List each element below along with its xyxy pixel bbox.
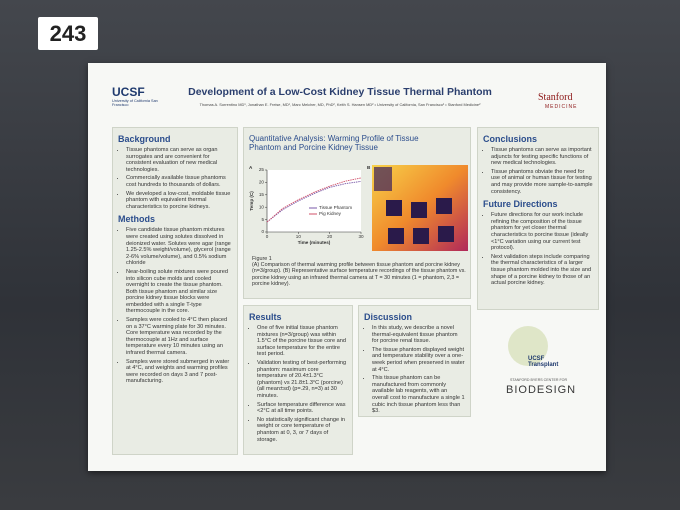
byers-label: STANFORD BYERS CENTER FOR — [510, 378, 568, 382]
bullet-list: One of five initial tissue phantom mixtu… — [249, 325, 347, 443]
section-heading: Methods — [118, 214, 155, 225]
bullet: Surface temperature difference was <2°C … — [257, 402, 347, 415]
legend-label: Tissue Phantom — [319, 205, 352, 210]
y-tick-label: 25 — [259, 167, 265, 172]
x-tick-label: 10 — [296, 234, 302, 239]
bullet: Commercially available tissue phantoms c… — [126, 175, 232, 188]
bullet: Samples were cooled to 4°C then placed o… — [126, 317, 232, 357]
bullet: We developed a low-cost, moldable tissue… — [126, 191, 232, 211]
bullet: The tissue phantom displayed weight and … — [372, 347, 465, 373]
panel-label: A — [249, 165, 253, 170]
bullet: Tissue phantoms can serve as important a… — [491, 147, 593, 167]
board-number: 243 — [38, 17, 98, 50]
bullet: Next validation steps include comparing … — [491, 254, 593, 287]
poster-title: Development of a Low-Cost Kidney Tissue … — [188, 86, 492, 98]
results-box: Results One of five initial tissue phant… — [243, 305, 353, 455]
y-tick-label: 10 — [259, 204, 265, 209]
series-line — [266, 177, 362, 223]
x-tick-label: 20 — [327, 234, 333, 239]
authors: Thomas A. Sorrentino MD¹, Jonathan E. Fr… — [199, 102, 481, 107]
thermal-legend — [374, 167, 392, 191]
transplant-icon — [508, 326, 548, 366]
caption: Figure 1 (A) Comparison of thermal warmi… — [252, 256, 467, 287]
bullet-list: Tissue phantoms can serve as organ surro… — [118, 147, 232, 210]
bullet: Tissue phantoms obviate the need for use… — [491, 169, 593, 195]
bullet: This tissue phantom can be manufactured … — [372, 375, 465, 415]
biodesign-logo: BIODESIGN — [506, 384, 577, 396]
bullet: No statistically significant change in w… — [257, 417, 347, 443]
bullet-list: Tissue phantoms can serve as important a… — [483, 147, 593, 195]
plot-area — [267, 170, 361, 232]
right-column: Conclusions Tissue phantoms can serve as… — [477, 127, 599, 310]
figure-graphics: A B 0 5 10 15 20 25 0 10 20 30 Time (minutes) Temp … — [249, 165, 468, 251]
series-line — [266, 180, 362, 223]
caption-text: (A) Comparison of thermal warming profil… — [252, 262, 466, 287]
bullet: Tissue phantoms can serve as organ surro… — [126, 147, 232, 173]
discussion-box: Discussion In this study, we describe a … — [358, 305, 471, 417]
bullet: Future directions for our work include r… — [491, 212, 593, 252]
y-tick-label: 20 — [259, 180, 265, 185]
bullet: In this study, we describe a novel therm… — [372, 325, 465, 345]
sample-block — [436, 198, 452, 214]
figure-heading: Quantitative Analysis: Warming Profile o… — [249, 134, 419, 152]
section-heading: Future Directions — [483, 199, 558, 210]
ucsf-logo: UCSF — [112, 85, 145, 99]
section-heading: Conclusions — [483, 134, 538, 144]
x-axis-label: Time (minutes) — [298, 240, 331, 245]
y-axis-label: Temp (C) — [249, 191, 254, 211]
sample-block — [438, 226, 454, 242]
y-tick-label: 5 — [261, 217, 264, 222]
transplant-logo: UCSF Transplant — [528, 356, 559, 368]
bullet-list: In this study, we describe a novel therm… — [364, 325, 465, 415]
bullet: Near-boiling solute mixtures were poured… — [126, 269, 232, 315]
x-tick-label: 30 — [358, 234, 364, 239]
sample-block — [386, 200, 402, 216]
left-column: Background Tissue phantoms can serve as … — [112, 127, 238, 455]
panel-label: B — [367, 165, 371, 170]
bullet: One of five initial tissue phantom mixtu… — [257, 325, 347, 358]
sample-block — [388, 228, 404, 244]
bullet: Validation testing of best-performing ph… — [257, 360, 347, 400]
section-heading: Background — [118, 134, 171, 144]
section-heading: Results — [249, 312, 282, 322]
bullet: Five candidate tissue phantom mixtures w… — [126, 227, 232, 267]
caption-title: Figure 1 — [252, 256, 272, 262]
ucsf-sub: University of California San Francisco — [112, 99, 158, 107]
bullet-list: Five candidate tissue phantom mixtures w… — [118, 227, 232, 385]
section-heading: Discussion — [364, 312, 413, 322]
y-tick-label: 0 — [261, 229, 264, 234]
sample-block — [413, 228, 429, 244]
bullet-list: Future directions for our work include r… — [483, 212, 593, 287]
sample-block — [411, 202, 427, 218]
y-tick-label: 15 — [259, 192, 265, 197]
stanford-logo: Stanford — [538, 92, 573, 103]
x-tick-label: 0 — [266, 234, 269, 239]
bullet: Samples were stored submerged in water a… — [126, 359, 232, 385]
legend-label: Pig Kidney — [319, 211, 342, 216]
stanford-sub: MEDICINE — [545, 104, 578, 110]
